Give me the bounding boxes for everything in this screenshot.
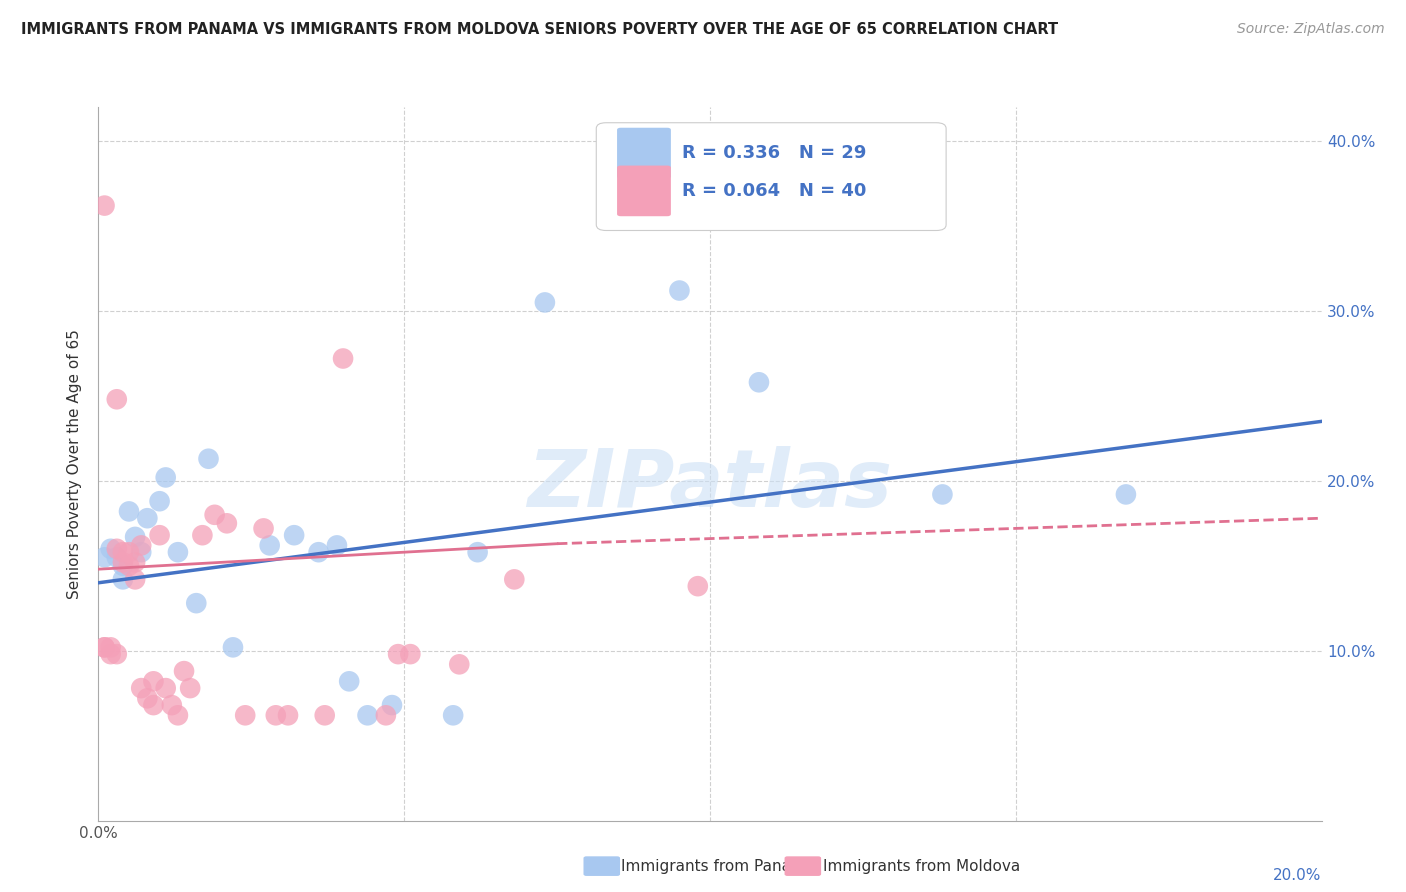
Point — [197, 451, 219, 466]
Point — [264, 708, 287, 723]
Point — [149, 494, 172, 508]
Point — [118, 504, 141, 518]
Text: Immigrants from Moldova: Immigrants from Moldova — [823, 859, 1019, 873]
Point — [332, 351, 354, 366]
Point — [308, 545, 330, 559]
Point — [160, 698, 183, 712]
Point — [124, 555, 146, 569]
Text: R = 0.064   N = 40: R = 0.064 N = 40 — [682, 182, 866, 200]
Text: ZIPatlas: ZIPatlas — [527, 446, 893, 524]
Text: Immigrants from Panama: Immigrants from Panama — [621, 859, 815, 873]
Point — [136, 691, 159, 706]
Point — [155, 681, 177, 695]
Point — [686, 579, 709, 593]
Point — [186, 596, 208, 610]
Point — [111, 573, 134, 587]
Point — [259, 538, 281, 552]
Point — [124, 573, 146, 587]
Text: 20.0%: 20.0% — [1274, 868, 1322, 883]
Point — [100, 640, 122, 655]
Point — [149, 528, 172, 542]
Point — [503, 573, 526, 587]
Point — [142, 698, 165, 712]
Text: IMMIGRANTS FROM PANAMA VS IMMIGRANTS FROM MOLDOVA SENIORS POVERTY OVER THE AGE O: IMMIGRANTS FROM PANAMA VS IMMIGRANTS FRO… — [21, 22, 1059, 37]
Point — [191, 528, 214, 542]
Point — [118, 545, 141, 559]
Point — [1115, 487, 1137, 501]
Point — [277, 708, 299, 723]
Point — [215, 516, 238, 531]
Text: Source: ZipAtlas.com: Source: ZipAtlas.com — [1237, 22, 1385, 37]
Point — [136, 511, 159, 525]
Point — [105, 550, 128, 565]
Point — [233, 708, 256, 723]
Point — [204, 508, 226, 522]
Point — [100, 541, 122, 556]
Point — [534, 295, 557, 310]
Point — [222, 640, 245, 655]
Point — [467, 545, 489, 559]
Point — [93, 550, 115, 565]
Point — [111, 545, 134, 559]
Point — [283, 528, 305, 542]
Point — [105, 647, 128, 661]
Point — [167, 545, 190, 559]
Point — [93, 640, 115, 655]
Point — [748, 376, 770, 390]
Point — [105, 392, 128, 407]
Point — [124, 530, 146, 544]
Point — [111, 558, 134, 573]
Point — [111, 555, 134, 569]
Point — [129, 681, 152, 695]
Point — [118, 558, 141, 573]
Point — [129, 545, 152, 559]
Point — [374, 708, 396, 723]
Point — [93, 198, 115, 212]
Point — [142, 674, 165, 689]
Point — [100, 647, 122, 661]
FancyBboxPatch shape — [617, 128, 671, 178]
Point — [449, 657, 471, 672]
Point — [399, 647, 422, 661]
Point — [337, 674, 360, 689]
Y-axis label: Seniors Poverty Over the Age of 65: Seniors Poverty Over the Age of 65 — [67, 329, 83, 599]
Point — [252, 521, 274, 535]
FancyBboxPatch shape — [617, 166, 671, 216]
Point — [105, 541, 128, 556]
Point — [173, 664, 195, 678]
Point — [129, 538, 152, 552]
Point — [167, 708, 190, 723]
Point — [387, 647, 409, 661]
Point — [326, 538, 349, 552]
Point — [931, 487, 953, 501]
Point — [179, 681, 201, 695]
Text: R = 0.336   N = 29: R = 0.336 N = 29 — [682, 145, 866, 162]
Point — [668, 284, 690, 298]
Point — [155, 470, 177, 484]
FancyBboxPatch shape — [596, 123, 946, 230]
Point — [314, 708, 336, 723]
Point — [93, 640, 115, 655]
Point — [356, 708, 378, 723]
Point — [381, 698, 404, 712]
Point — [441, 708, 464, 723]
